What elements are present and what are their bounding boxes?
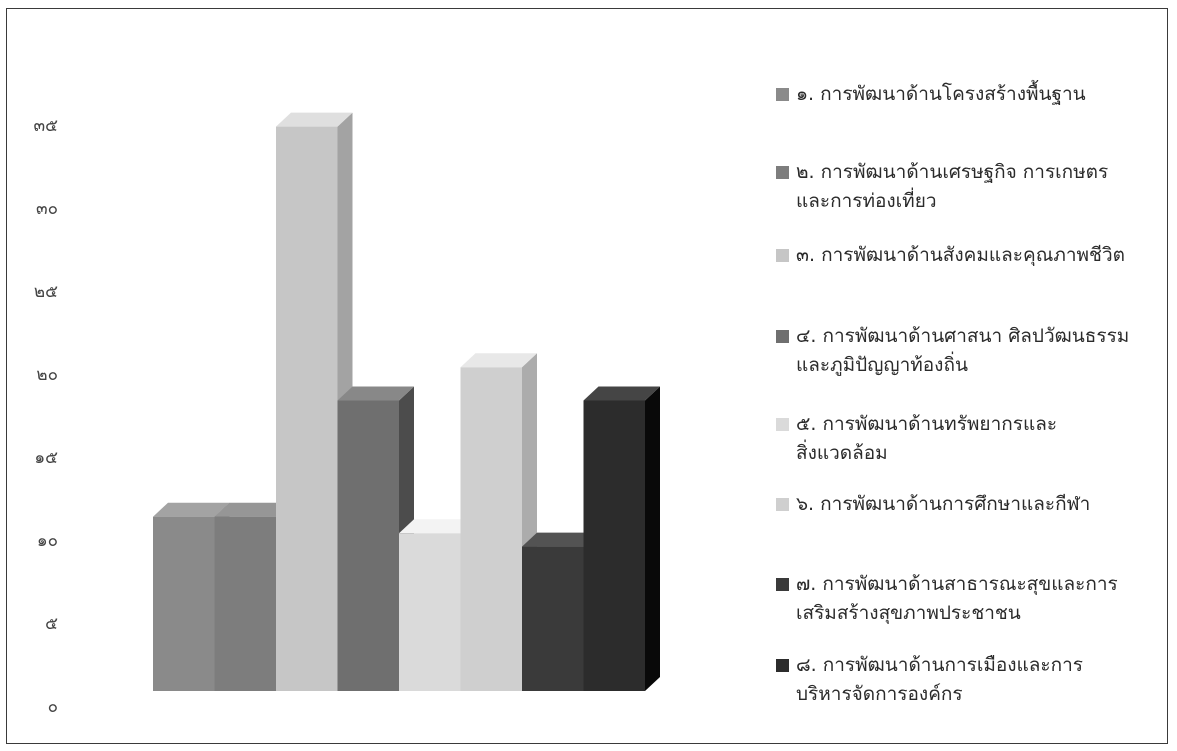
legend-item: ๑. การพัฒนาด้านโครงสร้างพื้นฐาน (776, 80, 1166, 109)
bar (583, 386, 660, 691)
legend-label: ๗. การพัฒนาด้านสาธารณะสุขและการ (796, 573, 1118, 595)
legend-item: ๘. การพัฒนาด้านการเมืองและการบริหารจัดกา… (776, 651, 1166, 709)
y-axis: ๐ ๕ ๑๐ ๑๕ ๒๐ ๒๕ ๓๐ ๓๕ (34, 116, 59, 717)
bar-front (153, 516, 215, 691)
bar-top (276, 112, 353, 127)
legend-label: ๓. การพัฒนาด้านสังคมและคุณภาพชีวิต (796, 244, 1125, 266)
legend-label: บริหารจัดการองค์กร (796, 683, 963, 705)
legend-item: ๒. การพัฒนาด้านเศรษฐกิจ การเกษตรและการท่… (776, 158, 1166, 216)
bar-top (583, 386, 660, 401)
y-tick-label: ๑๕ (34, 448, 58, 468)
bar-front (337, 400, 399, 691)
legend-swatch (776, 418, 789, 431)
y-tick-label: ๓๐ (36, 199, 58, 219)
legend-swatch (776, 498, 789, 511)
bar-top (460, 353, 537, 368)
legend-item: ๖. การพัฒนาด้านการศึกษาและกีฬา (776, 490, 1166, 519)
bar (399, 519, 476, 691)
bars-group (153, 112, 660, 692)
y-tick-label: ๐ (48, 697, 58, 717)
legend-label: เสริมสร้างสุขภาพประชาชน (796, 602, 1021, 624)
y-tick-label: ๕ (45, 614, 58, 634)
legend-item: ๓. การพัฒนาด้านสังคมและคุณภาพชีวิต (776, 241, 1166, 270)
bar-front (214, 516, 276, 691)
y-tick-label: ๒๕ (34, 282, 58, 302)
legend-swatch (776, 88, 789, 101)
bar-front (399, 533, 461, 691)
legend-label: และการท่องเที่ยว (796, 190, 937, 212)
legend-swatch (776, 249, 789, 262)
legend-label: ๒. การพัฒนาด้านเศรษฐกิจ การเกษตร (796, 161, 1109, 183)
bar-top (214, 502, 291, 517)
legend-swatch (776, 166, 789, 179)
legend-swatch (776, 659, 789, 672)
legend-label: ๘. การพัฒนาด้านการเมืองและการ (796, 654, 1084, 676)
bar-top (522, 532, 599, 547)
bar-side (645, 386, 660, 691)
legend-label: ๑. การพัฒนาด้านโครงสร้างพื้นฐาน (796, 83, 1086, 105)
y-tick-label: ๓๕ (34, 116, 59, 136)
bar-top (337, 386, 414, 401)
bar-front (460, 367, 522, 691)
bar-top (153, 502, 230, 517)
legend-item: ๕. การพัฒนาด้านทรัพยากรและสิ่งแวดล้อม (776, 410, 1166, 468)
legend-item: ๔. การพัฒนาด้านศาสนา ศิลปวัฒนธรรมและภูมิ… (776, 322, 1166, 380)
legend-swatch (776, 330, 789, 343)
legend-item: ๗. การพัฒนาด้านสาธารณะสุขและการเสริมสร้า… (776, 570, 1166, 628)
y-tick-label: ๑๐ (37, 531, 58, 551)
bar-front (522, 546, 584, 691)
legend-label: ๕. การพัฒนาด้านทรัพยากรและ (796, 413, 1058, 435)
bar-top (399, 519, 476, 534)
legend-label: ๖. การพัฒนาด้านการศึกษาและกีฬา (796, 493, 1091, 515)
legend-label: และภูมิปัญญาท้องถิ่น (796, 354, 968, 376)
legend-label: สิ่งแวดล้อม (796, 442, 888, 464)
bar-front (583, 400, 645, 691)
y-tick-label: ๒๐ (36, 365, 58, 385)
legend-label: ๔. การพัฒนาด้านศาสนา ศิลปวัฒนธรรม (796, 325, 1130, 347)
legend-swatch (776, 578, 789, 591)
bar-front (276, 126, 338, 692)
